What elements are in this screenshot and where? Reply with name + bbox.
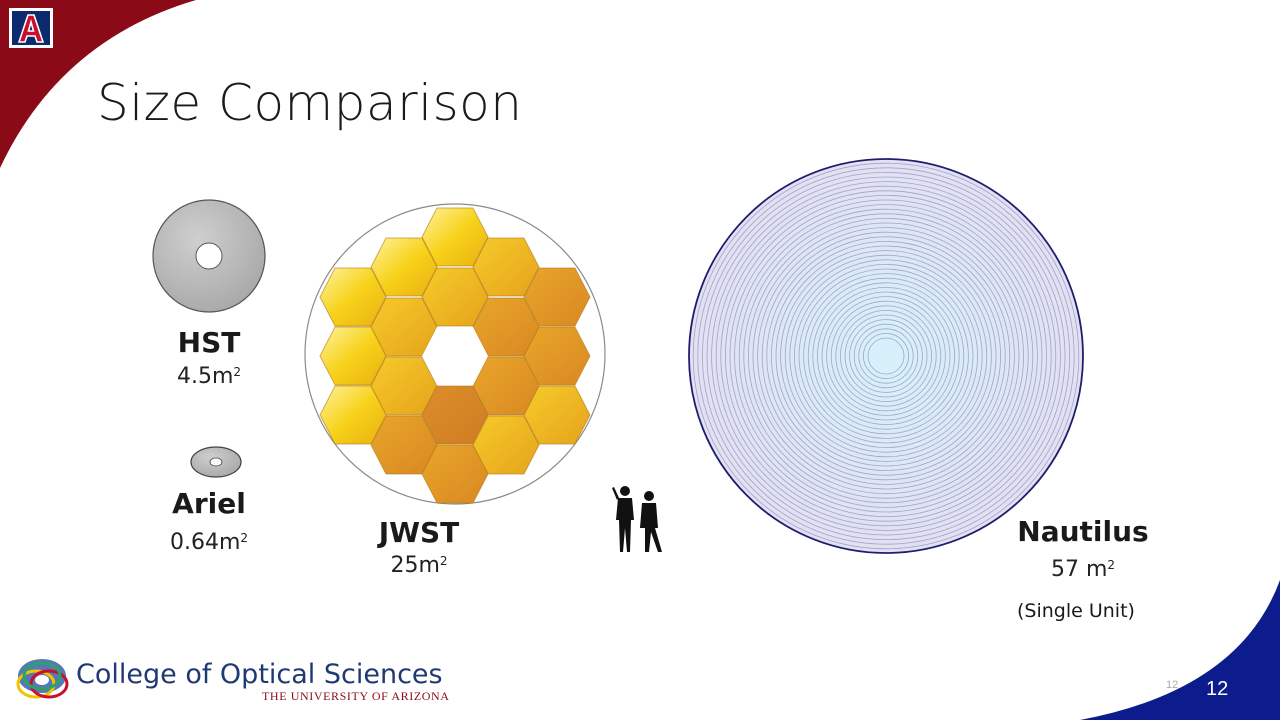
nautilus-area: 57 m2 (1050, 557, 1116, 582)
nautilus-note: (Single Unit) (1017, 600, 1135, 622)
jwst-area: 25m2 (390, 553, 448, 578)
ariel-area: 0.64m2 (169, 530, 249, 555)
bottom-right-corner-swoosh (1080, 580, 1280, 720)
jwst-mirror-icon (304, 203, 606, 505)
hst-area: 4.5m2 (176, 364, 242, 389)
college-name: College of Optical Sciences (76, 659, 443, 690)
page-number: 12 (1206, 678, 1229, 700)
hst-label: HST (177, 326, 241, 359)
hst-mirror-icon (152, 199, 266, 313)
college-logo-icon (16, 659, 69, 699)
university-logo-icon (9, 8, 53, 48)
page-number-ghost: 12 (1166, 679, 1179, 691)
university-name: THE UNIVERSITY OF ARIZONA (262, 689, 450, 703)
nautilus-mirror-icon (688, 158, 1084, 554)
ariel-label: Ariel (172, 487, 246, 520)
nautilus-label: Nautilus (1017, 515, 1149, 548)
human-silhouettes-icon (612, 486, 662, 552)
ariel-mirror-icon (190, 446, 242, 478)
slide-title: Size Comparison (97, 74, 523, 132)
jwst-label: JWST (378, 516, 460, 549)
